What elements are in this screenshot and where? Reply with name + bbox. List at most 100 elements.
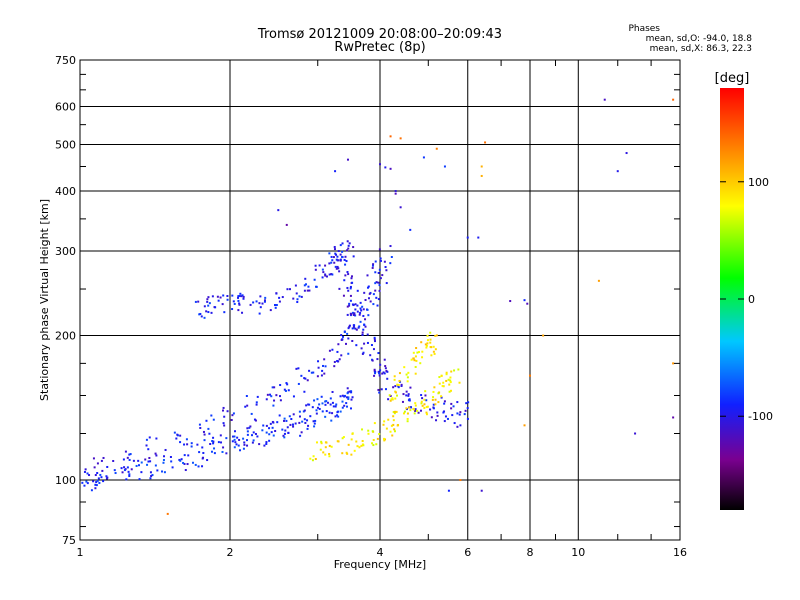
data-point (268, 427, 271, 430)
data-point (371, 442, 374, 445)
data-point (445, 371, 448, 374)
data-point (162, 461, 165, 464)
data-point (322, 451, 325, 454)
data-point (269, 422, 272, 425)
data-point (425, 346, 428, 349)
data-point (343, 258, 346, 261)
data-point (317, 360, 320, 363)
data-point (303, 284, 306, 287)
data-point (198, 423, 201, 426)
data-point (430, 416, 433, 419)
data-point (98, 481, 101, 484)
data-point (296, 298, 299, 301)
data-point (114, 472, 117, 475)
data-point (237, 295, 240, 298)
data-point (405, 394, 408, 397)
colorbar-ticks: 100 0 -100 (720, 176, 773, 423)
data-point (151, 474, 154, 477)
data-point (329, 403, 332, 406)
data-point (361, 439, 364, 442)
data-point (355, 440, 358, 443)
data-point (322, 364, 325, 367)
data-point (307, 285, 310, 288)
data-point (304, 421, 307, 424)
data-point (435, 147, 438, 150)
data-point (336, 411, 339, 414)
data-point (239, 292, 242, 295)
data-point (279, 384, 282, 387)
data-point (306, 379, 309, 382)
data-point (194, 300, 197, 303)
data-point (391, 434, 394, 437)
data-point (202, 430, 205, 433)
data-point (349, 299, 352, 302)
data-point (361, 428, 364, 431)
data-point (154, 452, 157, 455)
data-point (345, 402, 348, 405)
data-point (297, 382, 300, 385)
data-point (341, 400, 344, 403)
data-point (430, 346, 433, 349)
data-point (372, 303, 375, 306)
data-point (207, 427, 210, 430)
data-point (242, 437, 245, 440)
data-point (374, 372, 377, 375)
data-point (85, 480, 88, 483)
data-point (426, 342, 429, 345)
data-point (334, 170, 337, 173)
data-point (334, 405, 337, 408)
data-point (207, 311, 210, 314)
data-point (86, 482, 89, 485)
data-point (368, 292, 371, 295)
data-point (379, 163, 381, 166)
data-point (206, 300, 209, 303)
data-point (242, 295, 245, 298)
data-point (408, 406, 411, 409)
data-point (92, 480, 95, 483)
data-point (95, 484, 98, 487)
data-point (380, 388, 383, 391)
data-point (458, 381, 461, 384)
data-point (414, 372, 417, 375)
data-point (130, 468, 133, 471)
data-point (245, 439, 248, 442)
data-point (434, 348, 437, 351)
data-point (150, 475, 153, 478)
data-point (313, 278, 316, 281)
data-point (616, 170, 619, 173)
data-point (283, 388, 286, 391)
data-point (190, 442, 193, 445)
data-point (303, 409, 306, 412)
data-point (332, 256, 335, 259)
data-point (301, 420, 304, 423)
data-point (345, 260, 348, 263)
data-point (397, 423, 400, 426)
data-point (303, 289, 306, 292)
data-point (296, 301, 299, 304)
data-point (349, 407, 352, 410)
data-point (337, 250, 340, 253)
data-point (448, 390, 451, 393)
data-point (347, 396, 350, 399)
data-point (443, 402, 446, 405)
data-point (217, 299, 220, 302)
data-point (237, 444, 240, 447)
data-point (121, 471, 124, 474)
data-point (125, 478, 128, 481)
data-point (273, 399, 276, 402)
data-point (302, 410, 305, 413)
data-point (314, 458, 317, 461)
data-point (303, 390, 306, 393)
data-point (126, 456, 129, 459)
data-point (429, 408, 432, 411)
data-point (199, 312, 202, 315)
data-point (222, 294, 225, 297)
data-point (81, 481, 84, 484)
data-point (230, 418, 233, 421)
data-point (97, 477, 100, 480)
data-point (386, 377, 389, 380)
data-point (344, 274, 347, 277)
data-point (288, 288, 291, 291)
data-point (315, 441, 318, 444)
data-point (342, 335, 345, 338)
